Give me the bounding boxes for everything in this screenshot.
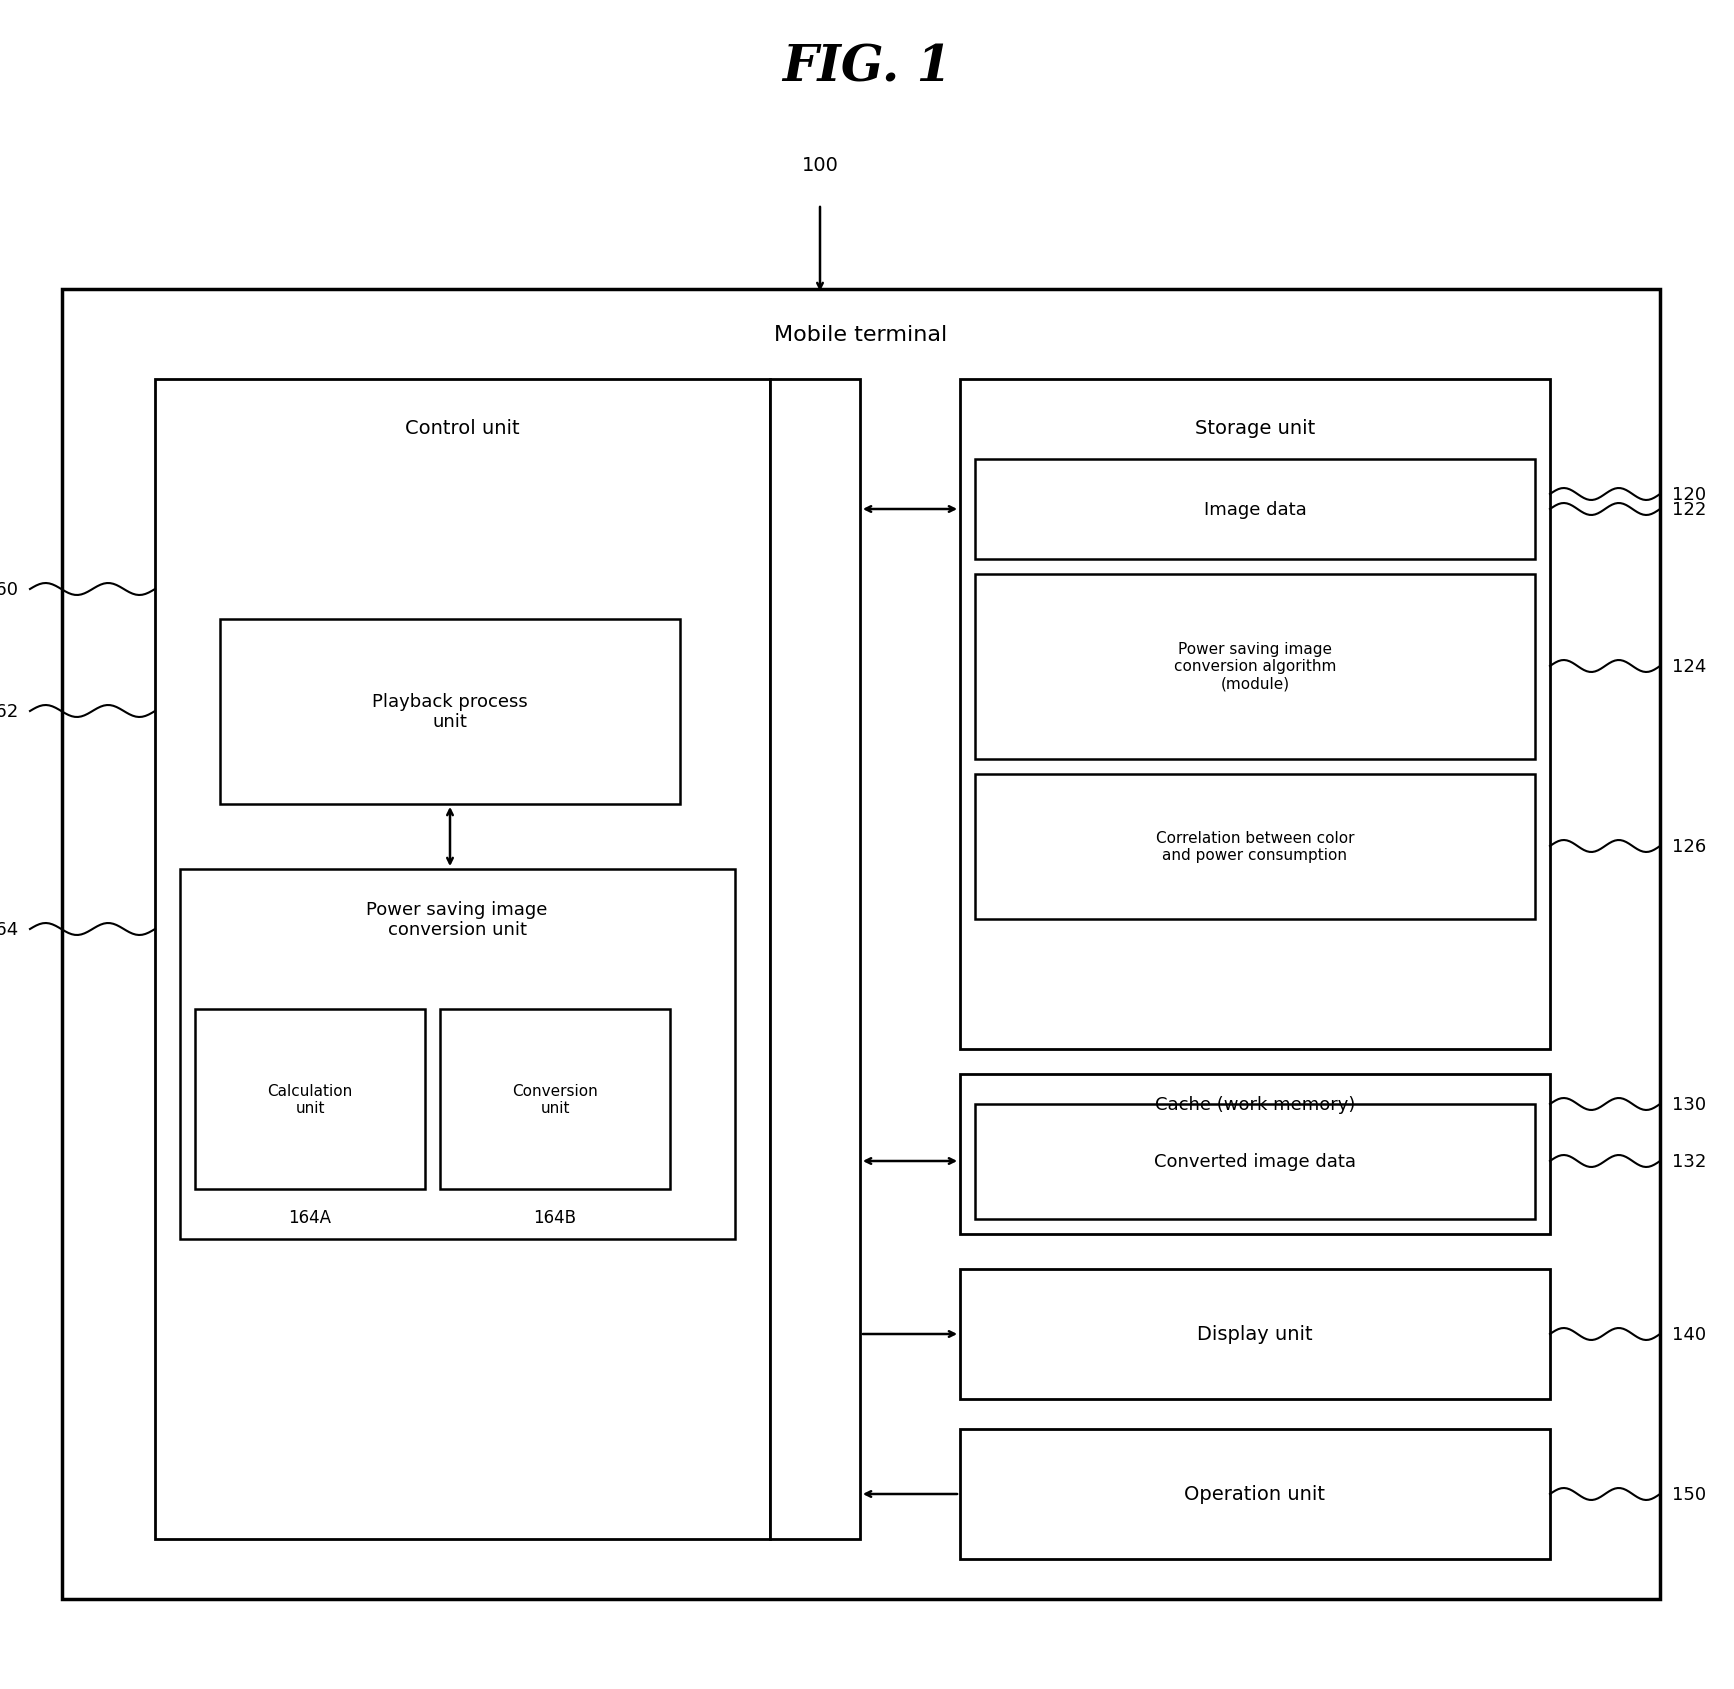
Bar — [180, 870, 735, 1240]
Text: Image data: Image data — [1203, 500, 1306, 519]
Bar — [770, 380, 860, 1539]
Text: 126: 126 — [1672, 838, 1706, 856]
Bar — [961, 380, 1550, 1049]
Bar — [975, 1105, 1535, 1219]
Text: Power saving image
conversion unit: Power saving image conversion unit — [366, 900, 548, 939]
Text: Converted image data: Converted image data — [1155, 1152, 1356, 1170]
Text: 124: 124 — [1672, 657, 1706, 676]
Text: 100: 100 — [801, 155, 839, 176]
Bar — [975, 775, 1535, 919]
Text: Display unit: Display unit — [1196, 1324, 1313, 1344]
Text: 160: 160 — [0, 581, 17, 598]
Bar — [961, 1429, 1550, 1559]
Bar — [220, 620, 680, 804]
Text: Storage unit: Storage unit — [1195, 419, 1314, 437]
Text: 164: 164 — [0, 921, 17, 939]
Text: FIG. 1: FIG. 1 — [782, 44, 952, 93]
Bar — [154, 380, 770, 1539]
Bar — [961, 1074, 1550, 1235]
Text: 164B: 164B — [534, 1208, 576, 1226]
Text: Power saving image
conversion algorithm
(module): Power saving image conversion algorithm … — [1174, 642, 1337, 691]
Text: 122: 122 — [1672, 500, 1706, 519]
Bar — [440, 1010, 669, 1189]
Text: Operation unit: Operation unit — [1184, 1485, 1325, 1503]
Text: 130: 130 — [1672, 1096, 1706, 1113]
Bar — [62, 291, 1659, 1599]
Bar — [975, 574, 1535, 760]
Text: Control unit: Control unit — [404, 419, 518, 437]
Text: 140: 140 — [1672, 1326, 1706, 1343]
Bar — [194, 1010, 425, 1189]
Text: Cache (work memory): Cache (work memory) — [1155, 1096, 1356, 1113]
Text: 164A: 164A — [288, 1208, 331, 1226]
Text: 120: 120 — [1672, 486, 1706, 503]
Text: Mobile terminal: Mobile terminal — [775, 324, 947, 345]
Text: Conversion
unit: Conversion unit — [512, 1083, 598, 1115]
Text: Calculation
unit: Calculation unit — [267, 1083, 352, 1115]
Text: 150: 150 — [1672, 1485, 1706, 1503]
Text: 132: 132 — [1672, 1152, 1706, 1170]
Text: 162: 162 — [0, 703, 17, 721]
Text: Playback process
unit: Playback process unit — [373, 692, 527, 731]
Bar — [975, 459, 1535, 559]
Bar — [961, 1268, 1550, 1398]
Text: Correlation between color
and power consumption: Correlation between color and power cons… — [1157, 831, 1354, 863]
